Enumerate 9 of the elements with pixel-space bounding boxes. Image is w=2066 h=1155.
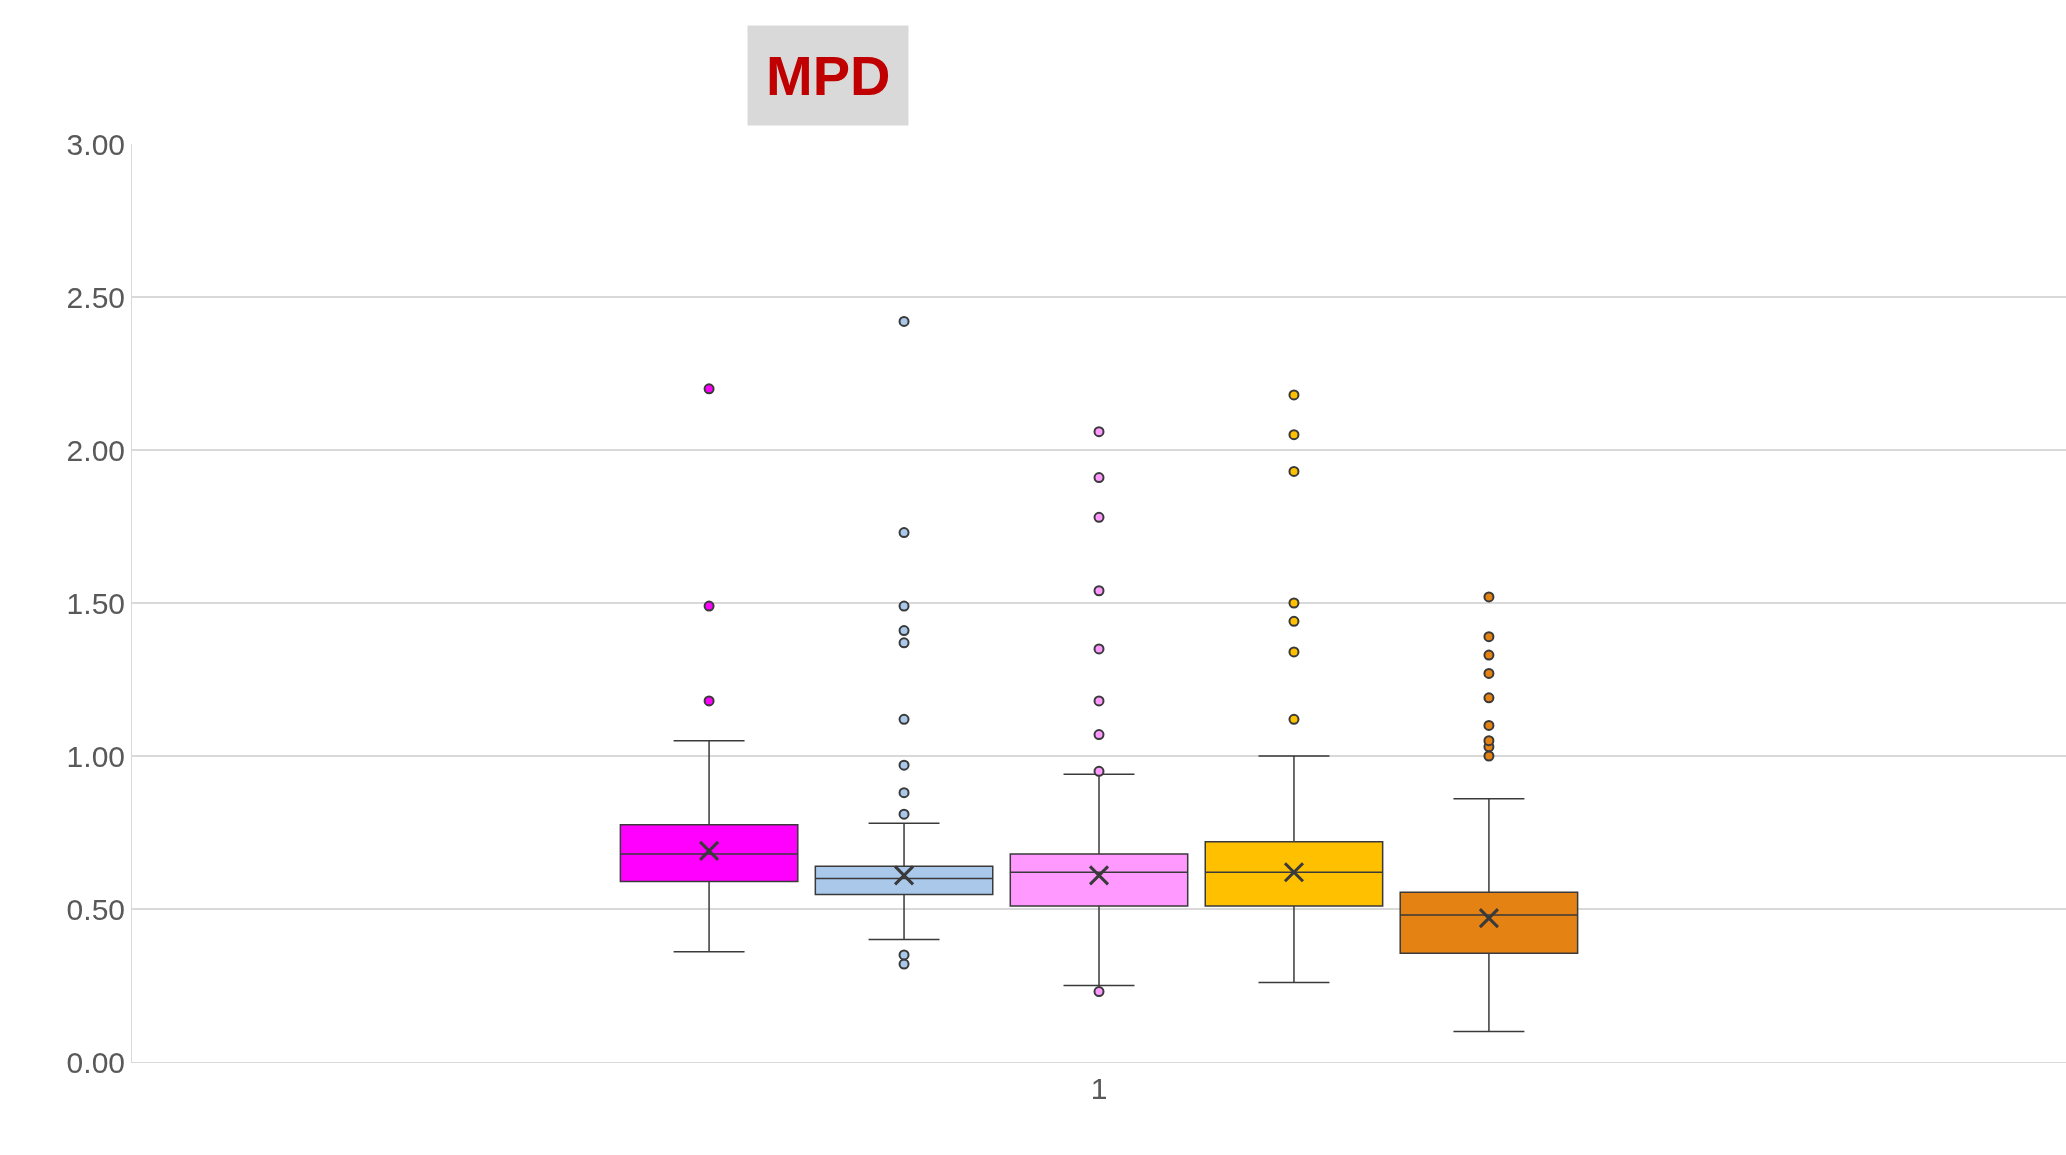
y-tick-label: 1.50 [66, 586, 125, 620]
y-tick-label: 2.50 [66, 280, 125, 314]
y-tick-label: 2.00 [66, 433, 125, 467]
y-tick-label: 0.50 [66, 892, 125, 926]
y-tick-label: 0.00 [66, 1045, 125, 1079]
chart-title: MPD [766, 44, 891, 107]
x-tick-label: 1 [1090, 1072, 1108, 1105]
y-tick-label: 1.00 [66, 739, 125, 773]
y-tick-label: 3.00 [66, 127, 125, 161]
